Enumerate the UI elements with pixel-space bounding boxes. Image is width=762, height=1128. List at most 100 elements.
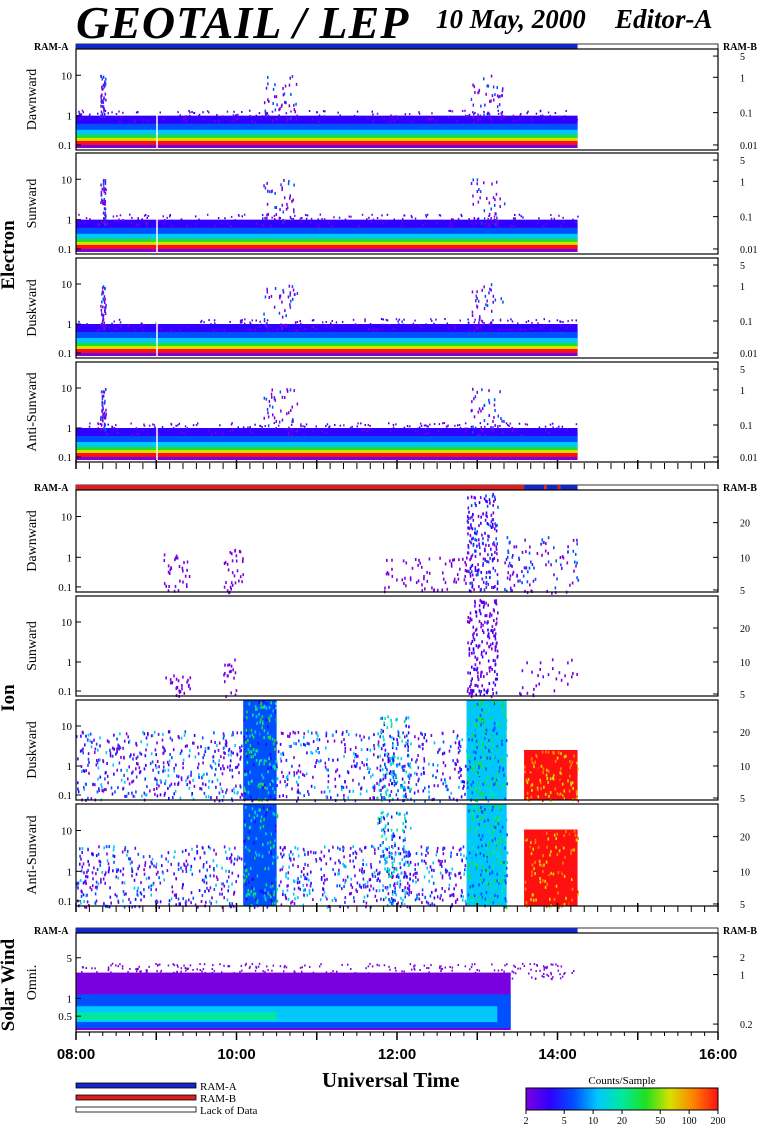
spectrum-speck	[162, 745, 164, 749]
spectrum-speck	[470, 523, 472, 527]
spectrum-speck	[497, 109, 499, 112]
spectrum-speck	[496, 573, 499, 577]
spectrum-speck	[485, 585, 488, 589]
spectrum-speck	[397, 789, 399, 793]
spectrum-speck	[236, 731, 239, 735]
spectrum-speck	[251, 807, 254, 811]
spectrum-speck	[171, 756, 173, 760]
spectrum-speck	[252, 754, 254, 758]
spectrum-speck	[487, 603, 489, 607]
spectrum-speck	[414, 735, 416, 739]
spectrum-speck	[158, 432, 160, 435]
spectrum-speck	[488, 414, 490, 417]
spectrum-speck	[343, 855, 345, 859]
spectrum-speck	[570, 781, 572, 785]
spectrum-speck	[159, 327, 162, 330]
spectrum-speck	[465, 581, 467, 585]
spectrum-speck	[123, 881, 126, 885]
spectrum-speck	[155, 888, 157, 892]
spectrum-speck	[204, 221, 206, 224]
spectrum-speck	[450, 855, 452, 858]
spectrum-speck	[258, 759, 261, 763]
spectrum-speck	[165, 857, 167, 861]
spectrum-speck	[111, 425, 113, 428]
spectrum-speck	[469, 567, 472, 570]
y-right-tick-label: 10	[740, 762, 750, 773]
spectrum-speck	[265, 112, 268, 115]
spectrum-speck	[293, 103, 295, 107]
spectrum-speck	[282, 323, 284, 326]
spectrum-speck	[249, 770, 251, 774]
spectrum-speck	[311, 432, 313, 435]
spectrum-speck	[496, 523, 498, 527]
spectrum-speck	[273, 882, 275, 886]
spectrum-speck	[545, 223, 548, 226]
spectrum-speck	[295, 430, 298, 433]
spectrum-speck	[467, 318, 469, 321]
spectrum-speck	[496, 714, 499, 718]
spectrum-speck	[286, 206, 289, 210]
spectrum-speck	[495, 622, 497, 626]
spectrum-speck	[496, 795, 498, 798]
spectrum-speck	[473, 631, 475, 635]
spectrum-speck	[167, 774, 170, 778]
spectrum-speck	[401, 777, 404, 781]
spectrum-speck	[463, 872, 465, 876]
spectrum-speck	[270, 846, 272, 850]
spectrum-speck	[84, 743, 86, 747]
spectrum-speck	[366, 758, 368, 762]
spectrum-speck	[569, 774, 571, 778]
spectrum-speck	[469, 685, 471, 689]
spectrum-speck	[471, 748, 474, 752]
spectrum-speck	[279, 757, 282, 761]
spectrum-speck	[470, 526, 472, 530]
spectrum-speck	[441, 732, 444, 736]
spectrum-speck	[262, 725, 265, 729]
spectrum-speck	[178, 565, 181, 568]
spectrum-speck	[184, 744, 187, 748]
spectrum-speck	[85, 769, 87, 773]
spectrum-speck	[151, 328, 154, 331]
spectrum-speck	[442, 422, 444, 425]
spectrum-speck	[261, 782, 264, 786]
spectrum-speck	[477, 200, 480, 204]
spectrum-speck	[282, 288, 284, 292]
spectrum-speck	[499, 736, 502, 740]
spectrum-speck	[462, 786, 464, 790]
spectrum-speck	[248, 826, 251, 830]
spectrum-speck	[394, 886, 396, 890]
spectrum-speck	[428, 879, 430, 883]
spectrum-speck	[142, 328, 145, 331]
spectrum-speck	[391, 876, 394, 879]
spectrum-speck	[486, 522, 489, 525]
spectrum-speck	[556, 756, 559, 760]
spectrum-speck	[408, 725, 410, 729]
spectrum-speck	[359, 734, 361, 738]
spectrum-speck	[459, 749, 461, 753]
spectrum-speck	[101, 403, 103, 407]
spectrum-speck	[420, 424, 423, 427]
spectrum-speck	[521, 669, 524, 673]
spectrum-speck	[260, 815, 263, 819]
spectrum-speck	[494, 632, 497, 636]
spectrum-speck	[435, 318, 437, 321]
spectrum-speck	[278, 115, 280, 117]
spectrum-speck	[100, 114, 102, 118]
spectrum-speck	[270, 852, 272, 856]
spectrum-speck	[541, 786, 543, 790]
spectrum-speck	[287, 734, 289, 738]
spectrum-speck	[484, 780, 486, 784]
spectrum-speck	[262, 217, 264, 220]
spectrum-speck	[544, 765, 547, 769]
y-tick-label: 1	[67, 657, 73, 669]
spectrum-speck	[494, 93, 496, 97]
spectrum-speck	[459, 567, 461, 571]
spectrum-speck	[475, 294, 477, 298]
spectrum-speck	[323, 115, 326, 118]
spectrum-speck	[474, 604, 476, 608]
spectrum-speck	[305, 877, 308, 881]
spectrum-speck	[338, 884, 341, 888]
spectrum-speck	[538, 765, 540, 769]
spectrum-speck	[150, 328, 153, 331]
spectrum-speck	[460, 847, 462, 851]
